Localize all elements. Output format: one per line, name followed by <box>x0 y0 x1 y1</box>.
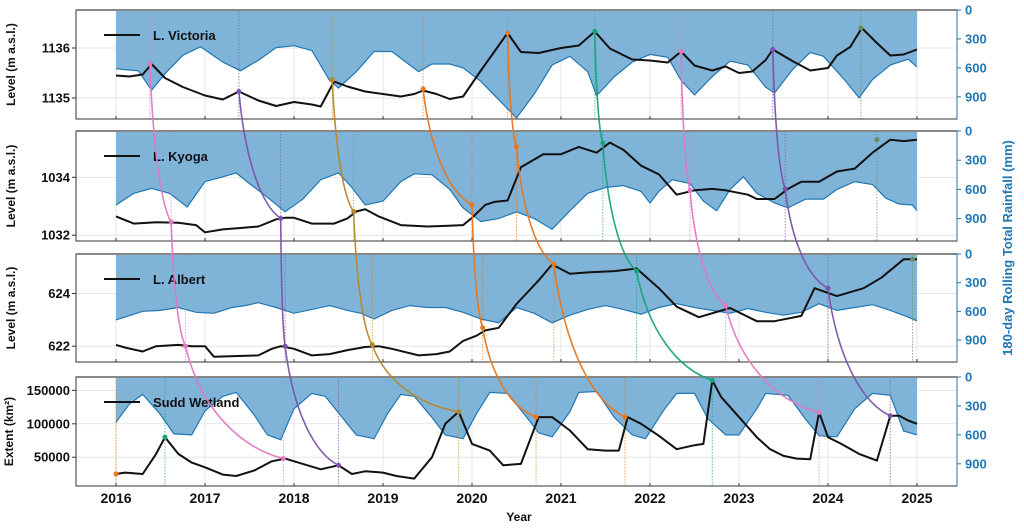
y-axis-label: Level (m a.s.l.) <box>4 23 18 106</box>
peak-point <box>280 456 286 462</box>
legend-label: L. Albert <box>153 272 206 287</box>
rain-tick-label: 900 <box>965 333 987 348</box>
y-axis-label: Extent (km²) <box>2 397 16 466</box>
y-tick-label: 1135 <box>42 91 70 106</box>
panel-l-victoria: 1135 1136 0 300 600 900 Level (m a.s.l.) L. Vic… <box>4 3 987 120</box>
rain-tick-label: 600 <box>965 304 987 319</box>
peak-point <box>910 256 916 262</box>
peak-link-curve <box>238 91 339 467</box>
rain-tick-label: 300 <box>965 275 987 290</box>
x-tick-label: 2022 <box>634 490 665 506</box>
peak-link-curve <box>422 88 537 418</box>
peak-point <box>147 61 153 67</box>
y-tick-label: 622 <box>48 339 70 354</box>
peak-link-curve <box>149 63 284 460</box>
legend-label: Sudd Wetland <box>153 395 239 410</box>
x-tick-label: 2020 <box>456 490 487 506</box>
peak-point <box>770 47 776 52</box>
y-tick-label: 1034 <box>41 170 71 185</box>
peak-link-curve <box>506 32 626 418</box>
right-y-axis-label: 180-day Rolling Total Rainfall (mm) <box>1000 140 1015 356</box>
y-axis-label: Level (m a.s.l.) <box>4 267 18 350</box>
peak-link-curve <box>594 31 713 382</box>
peak-point <box>858 25 864 31</box>
rain-tick-label: 900 <box>965 456 987 471</box>
rain-tick-label: 300 <box>965 153 987 168</box>
x-tick-label: 2018 <box>278 490 309 506</box>
panel-l-albert: 622 624 0 300 600 900 Level (m a.s.l.) L. Alber… <box>4 247 987 363</box>
rain-tick-label: 600 <box>965 427 987 442</box>
level-line <box>115 27 918 108</box>
y-tick-label: 50000 <box>34 450 70 465</box>
x-axis-ticks: 2016 2017 2018 2019 2020 2021 2022 2023 2024 2025 <box>100 490 932 506</box>
legend-label: L. Victoria <box>153 28 216 43</box>
peak-point <box>420 86 426 92</box>
rain-tick-label: 600 <box>965 182 987 197</box>
y-tick-label: 1032 <box>41 228 70 243</box>
x-tick-label: 2021 <box>545 490 576 506</box>
rain-tick-label: 0 <box>965 124 972 139</box>
peak-point <box>113 471 119 477</box>
peak-link-curve <box>331 79 459 413</box>
level-line <box>115 138 918 234</box>
panel-sudd-wetland: 50000 100000 150000 0 300 600 900 Extent (km²) S… <box>2 370 987 487</box>
peak-link-curves <box>149 31 891 467</box>
rainfall-area <box>116 254 917 323</box>
panel-l-kyoga: 1032 1034 0 300 600 900 Level (m a.s.l.) L. Kyo… <box>4 124 987 243</box>
y-tick-label: 100000 <box>27 416 70 431</box>
rain-tick-label: 0 <box>965 3 972 18</box>
x-tick-label: 2024 <box>812 490 843 506</box>
y-tick-label: 624 <box>48 286 70 301</box>
peak-link-curve <box>772 49 891 417</box>
peak-point <box>236 89 242 94</box>
level-line <box>115 379 918 480</box>
y-tick-label: 1136 <box>42 41 70 56</box>
rain-tick-label: 0 <box>965 370 972 385</box>
x-tick-label: 2017 <box>189 490 220 506</box>
x-axis-label: Year <box>506 510 532 524</box>
rain-tick-label: 600 <box>965 60 987 75</box>
rain-tick-label: 0 <box>965 247 972 262</box>
rain-tick-label: 900 <box>965 89 987 104</box>
level-line <box>115 258 917 358</box>
y-tick-label: 150000 <box>27 383 70 398</box>
peak-point <box>162 434 168 440</box>
rain-tick-label: 300 <box>965 31 987 46</box>
rainfall-line <box>115 172 918 231</box>
rainfall-area <box>116 10 917 118</box>
rainfall-area <box>116 377 917 440</box>
peak-point <box>874 137 880 143</box>
rainfall-line <box>115 45 918 119</box>
x-tick-label: 2023 <box>723 490 754 506</box>
rain-tick-label: 900 <box>965 211 987 226</box>
peak-link-curve <box>680 51 820 414</box>
rain-tick-label: 300 <box>965 398 987 413</box>
x-tick-label: 2019 <box>367 490 398 506</box>
y-axis-label: Level (m a.s.l.) <box>4 145 18 228</box>
peak-point <box>329 77 335 83</box>
legend-label: L. Kyoga <box>153 149 209 164</box>
x-tick-label: 2016 <box>100 490 131 506</box>
x-tick-label: 2025 <box>901 490 932 506</box>
